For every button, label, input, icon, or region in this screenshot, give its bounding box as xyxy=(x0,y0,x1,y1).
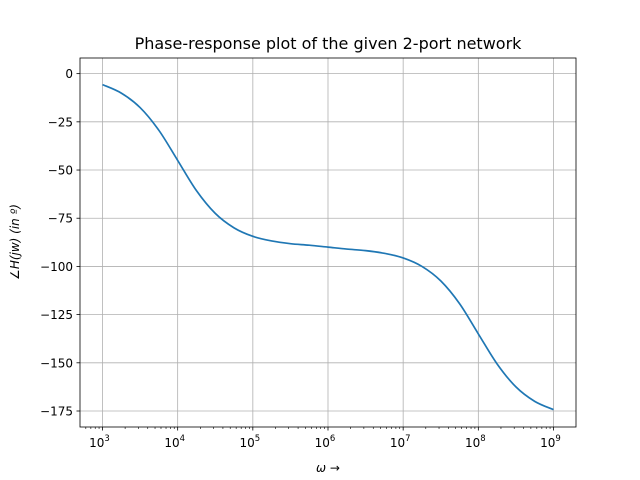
x-tick-exponent: 3 xyxy=(104,434,109,444)
y-tick-label: 0 xyxy=(65,67,73,81)
x-tick-label: 104 xyxy=(164,434,185,450)
x-tick-label: 106 xyxy=(315,434,336,450)
y-tick-label: −75 xyxy=(48,212,73,226)
phase-series-line xyxy=(102,83,554,411)
y-tick-label: −125 xyxy=(40,308,73,322)
x-tick-base: 10 xyxy=(239,436,254,450)
y-tick-label: −25 xyxy=(48,115,73,129)
grid xyxy=(80,58,576,427)
y-axis-label: ∠H(jw) (in º) xyxy=(8,204,22,280)
x-tick-label: 107 xyxy=(390,434,411,450)
x-tick-base: 10 xyxy=(315,436,330,450)
x-tick-exponent: 6 xyxy=(330,434,335,444)
x-tick-exponent: 8 xyxy=(480,434,485,444)
x-tick-exponent: 4 xyxy=(180,434,185,444)
y-tick-label: −100 xyxy=(40,260,73,274)
x-tick-exponent: 7 xyxy=(405,434,410,444)
y-tick-label: −50 xyxy=(48,164,73,178)
x-tick-label: 108 xyxy=(465,434,486,450)
x-tick-base: 10 xyxy=(89,436,104,450)
x-tick-exponent: 9 xyxy=(555,434,560,444)
x-tick-base: 10 xyxy=(390,436,405,450)
x-tick-exponent: 5 xyxy=(255,434,260,444)
x-tick-label: 103 xyxy=(89,434,110,450)
x-tick-base: 10 xyxy=(540,436,555,450)
y-tick-label: −150 xyxy=(40,356,73,370)
x-tick-label: 105 xyxy=(239,434,260,450)
x-axis-label: ω → xyxy=(316,461,340,475)
x-tick-base: 10 xyxy=(465,436,480,450)
x-tick-label: 109 xyxy=(540,434,561,450)
x-tick-base: 10 xyxy=(164,436,179,450)
data-series xyxy=(102,83,554,411)
y-tick-label: −175 xyxy=(40,405,73,419)
plot-frame xyxy=(79,57,577,428)
axis-ticks: 103 104 105 106 107 108 1090−25−50−75−100−125−… xyxy=(40,67,561,450)
chart-title: Phase-response plot of the given 2-port … xyxy=(135,34,523,53)
